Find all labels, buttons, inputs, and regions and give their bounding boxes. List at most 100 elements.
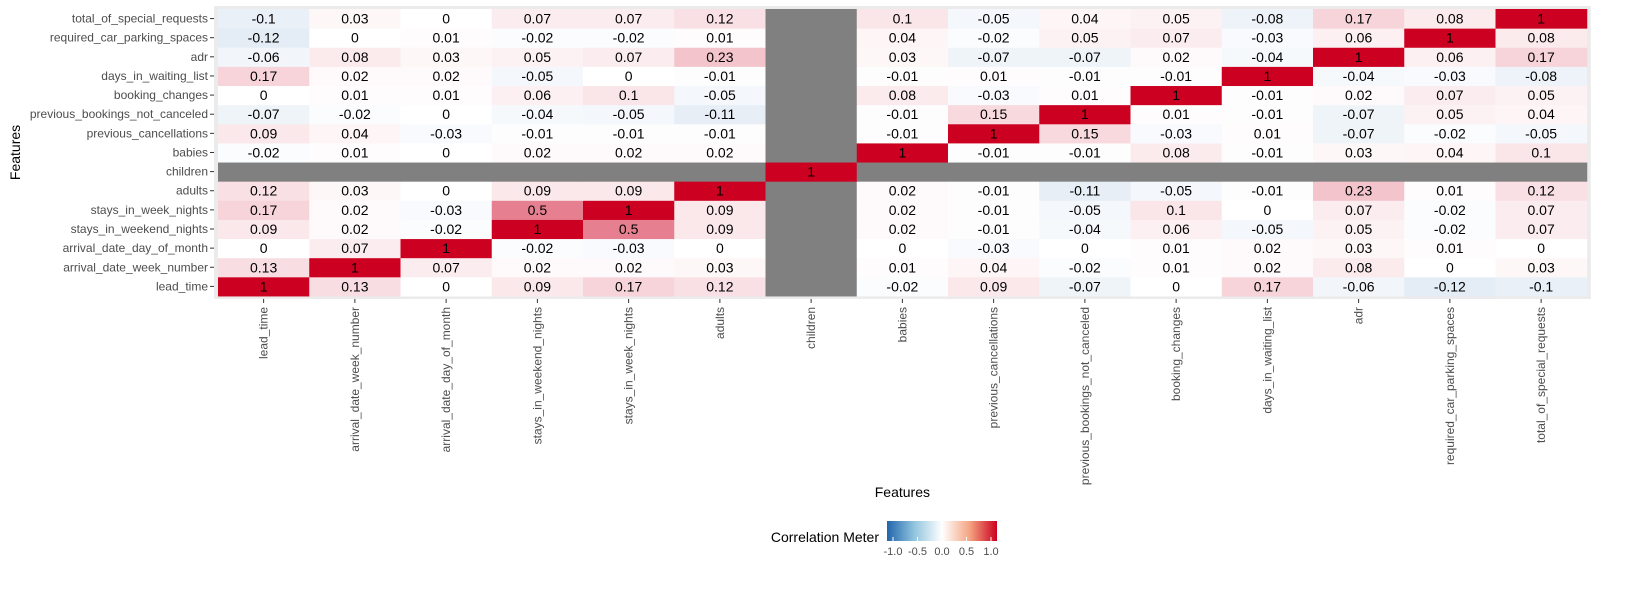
heatmap-cell	[1039, 104, 1131, 125]
cell-value-label: -0.01	[1160, 68, 1192, 84]
heatmap-cell	[583, 257, 675, 278]
x-tick-label: booking_changes	[1169, 307, 1183, 401]
heatmap-cell	[1495, 257, 1588, 278]
heatmap-cell	[674, 123, 766, 144]
heatmap-cell	[1313, 104, 1405, 125]
cell-value-label: 0.04	[1528, 106, 1555, 122]
heatmap-cell	[674, 257, 766, 278]
cell-value-label: 0.08	[889, 87, 916, 103]
cell-value-label: -0.12	[1434, 278, 1466, 294]
heatmap-cell	[856, 85, 949, 106]
heatmap-cell	[856, 257, 949, 278]
heatmap-cell	[1130, 257, 1223, 278]
cell-value-label: 0.01	[1163, 106, 1190, 122]
heatmap-cell	[1313, 276, 1405, 297]
cell-value-label: 0.04	[1071, 11, 1098, 27]
cell-value-label: 0.02	[889, 183, 916, 199]
heatmap-cell	[309, 28, 401, 48]
heatmap-cell	[1039, 28, 1131, 48]
heatmap-cell	[765, 276, 858, 297]
heatmap-cell	[218, 104, 310, 125]
cell-value-label: 1	[898, 144, 906, 160]
heatmap-cell	[1404, 142, 1496, 163]
heatmap-cell	[1130, 276, 1223, 297]
cell-value-label: -0.02	[430, 221, 462, 237]
heatmap-cell	[948, 162, 1040, 182]
heatmap-cell	[309, 200, 401, 220]
cell-value-label: -0.07	[1069, 49, 1101, 65]
cell-value-label: 0.12	[706, 11, 733, 27]
heatmap-cell	[218, 47, 310, 67]
heatmap-cell	[765, 238, 858, 259]
cell-value-label: 0	[898, 240, 906, 256]
heatmap-cell	[583, 66, 675, 87]
heatmap-cell	[309, 85, 401, 106]
heatmap-cell	[674, 9, 766, 29]
heatmap-cell	[1221, 219, 1314, 240]
cell-value-label: 0.02	[524, 259, 551, 275]
heatmap-cell	[1495, 238, 1588, 259]
heatmap-cell	[948, 257, 1040, 278]
cell-value-label: 0.06	[1436, 49, 1463, 65]
y-tick-label: arrival_date_week_number	[63, 260, 208, 274]
cell-value-label: 0.12	[250, 183, 277, 199]
cell-value-label: 0.08	[1163, 144, 1190, 160]
cell-value-label: -0.03	[1251, 30, 1283, 46]
heatmap-cell	[309, 162, 401, 182]
heatmap-cell	[674, 219, 766, 240]
cell-value-label: 0.08	[1436, 11, 1463, 27]
cell-value-label: 0.05	[1528, 87, 1555, 103]
cell-value-label: 0	[1263, 202, 1271, 218]
cell-value-label: -0.03	[1434, 68, 1466, 84]
heatmap-cell	[1221, 181, 1314, 201]
heatmap-cell	[218, 276, 310, 297]
cell-value-label: 0.04	[1436, 144, 1463, 160]
heatmap-cell	[309, 181, 401, 201]
heatmap-cell	[1221, 104, 1314, 125]
x-tick-label: required_car_parking_spaces	[1443, 307, 1457, 465]
cell-value-label: -0.01	[1251, 106, 1283, 122]
cell-value-label: -0.03	[1160, 125, 1192, 141]
cell-value-label: -0.07	[1343, 106, 1375, 122]
cell-value-label: -0.02	[886, 278, 918, 294]
heatmap-cell	[765, 123, 858, 144]
cell-value-label: -0.02	[521, 240, 553, 256]
cell-value-label: 0.05	[1436, 106, 1463, 122]
heatmap-cell	[948, 123, 1040, 144]
cell-value-label: -0.03	[978, 87, 1010, 103]
heatmap-cell	[1404, 85, 1496, 106]
heatmap-cell	[218, 238, 310, 259]
cell-value-label: 0.07	[1528, 221, 1555, 237]
cell-value-label: -0.05	[704, 87, 736, 103]
cell-value-label: 0.01	[889, 259, 916, 275]
heatmap-cell	[491, 219, 584, 240]
heatmap-cell	[400, 162, 493, 182]
heatmap-cell	[1130, 200, 1223, 220]
heatmap-cell	[1313, 200, 1405, 220]
cell-value-label: -0.01	[521, 125, 553, 141]
y-tick-label: previous_bookings_not_canceled	[30, 107, 208, 121]
cell-value-label: 1	[1263, 68, 1271, 84]
heatmap-cell	[765, 257, 858, 278]
cell-value-label: 0	[1081, 240, 1089, 256]
heatmap-cell	[583, 9, 675, 29]
heatmap-cell	[1130, 219, 1223, 240]
heatmap-cell	[1221, 257, 1314, 278]
heatmap-cell	[491, 276, 584, 297]
cell-value-label: -0.01	[978, 183, 1010, 199]
cell-value-label: 0.07	[433, 259, 460, 275]
heatmap-cell	[309, 238, 401, 259]
cell-value-label: 0.02	[433, 68, 460, 84]
heatmap-cell	[400, 238, 493, 259]
heatmap-cell	[1221, 9, 1314, 29]
heatmap-cell	[583, 162, 675, 182]
cell-value-label: 0.23	[706, 49, 733, 65]
heatmap-cell	[1495, 162, 1588, 182]
cell-value-label: 0.01	[433, 87, 460, 103]
cell-value-label: 0.17	[1254, 278, 1281, 294]
heatmap-cell	[1495, 28, 1588, 48]
cell-value-label: 0.03	[433, 49, 460, 65]
cell-value-label: -0.01	[1251, 87, 1283, 103]
cell-value-label: 0	[351, 30, 359, 46]
